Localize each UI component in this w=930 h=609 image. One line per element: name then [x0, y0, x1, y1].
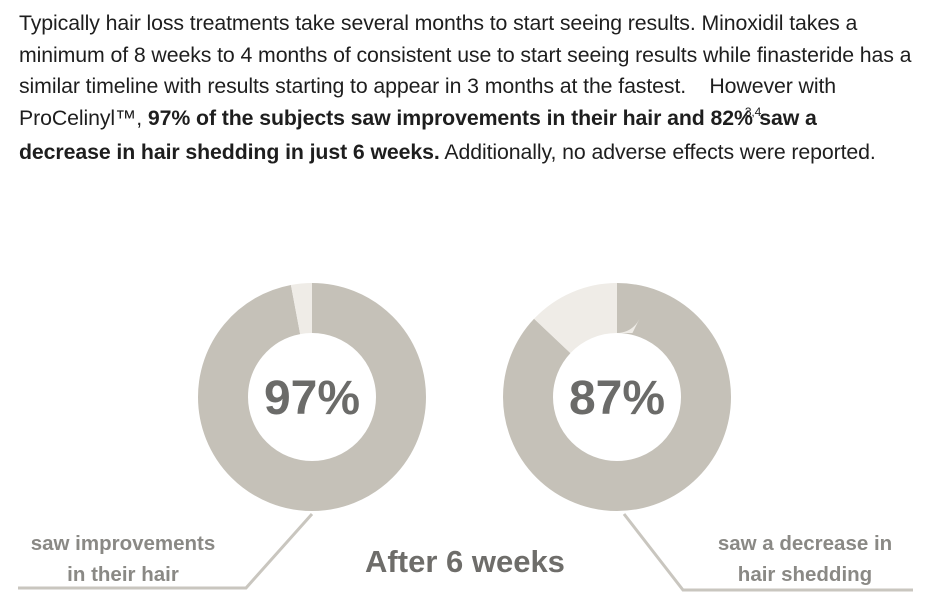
caption-shedding-line1: saw a decrease in [717, 532, 893, 555]
donut-slice-remainder [503, 283, 731, 511]
caption-improvement: saw improvements in their hair [16, 528, 230, 590]
caption-improvement-line2: in their hair [67, 563, 179, 586]
highlight-text-b: saw a decrease in hair shedding in just … [19, 105, 817, 165]
outro-text: Additionally, no adverse effects were re… [444, 140, 876, 164]
caption-improvement-line1: saw improvements [30, 532, 216, 555]
caption-shedding-line2: hair shedding [737, 563, 873, 586]
intro-text: Typically hair loss treatments take seve… [19, 11, 912, 98]
donut-percentage-label: 97% [264, 372, 360, 425]
period-label: After 6 weeks [365, 544, 565, 579]
leader-line-right [622, 513, 913, 592]
leader-line-left [18, 513, 314, 590]
citation-superscript: 3,4 [744, 104, 762, 119]
donut-chart-improvement: 97% [198, 283, 426, 511]
donut-chart-shedding: 87% [503, 283, 731, 511]
body-paragraph: Typically hair loss treatments take seve… [19, 8, 914, 169]
donut-slice-remainder [198, 283, 426, 511]
donut-percentage-label: 87% [569, 372, 665, 425]
highlight-text-a: 97% of the subjects saw improvements in … [147, 105, 753, 130]
however-text: However with ProCelinyl™, [19, 74, 837, 130]
caption-shedding: saw a decrease in hair shedding [698, 528, 912, 590]
